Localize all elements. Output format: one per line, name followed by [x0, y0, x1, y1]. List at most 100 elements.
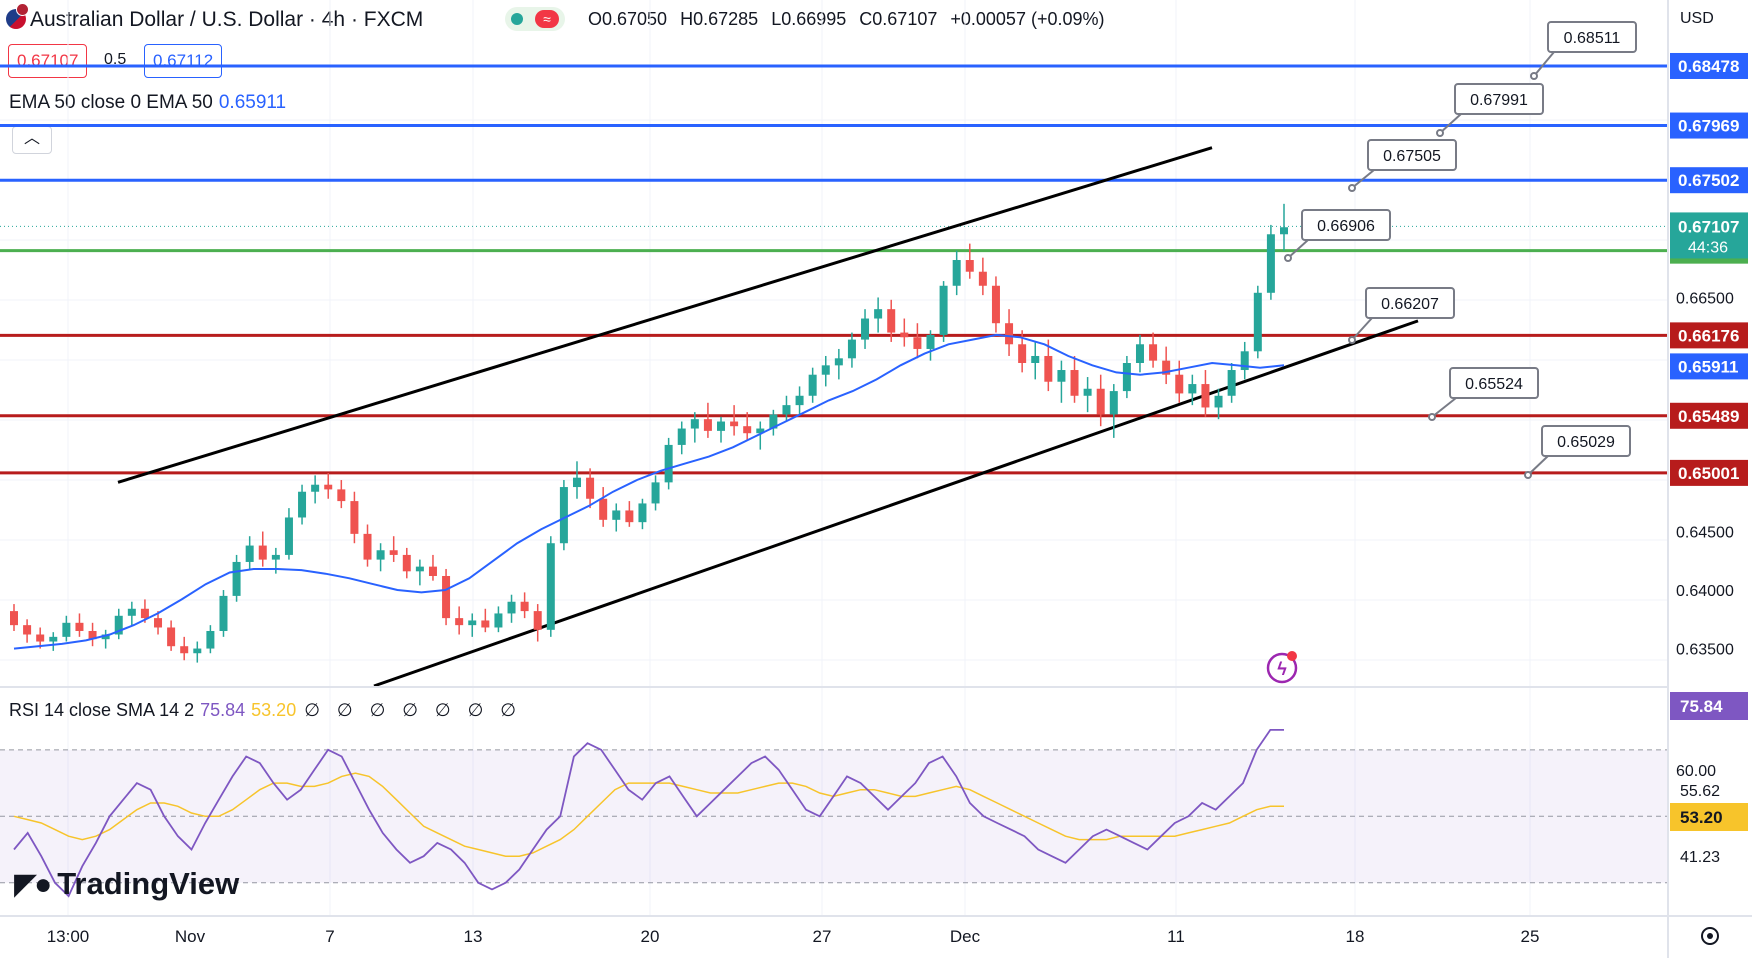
candle-body	[520, 601, 529, 612]
candle-body	[1280, 227, 1288, 235]
callout-anchor	[1348, 336, 1356, 344]
candle-body	[167, 627, 176, 647]
time-tick-label: 27	[813, 927, 832, 946]
candle-body	[219, 595, 228, 631]
candle-body	[258, 545, 267, 560]
candle-body	[193, 648, 202, 654]
ema-path	[13, 333, 1285, 650]
candle-body	[298, 491, 307, 518]
price-tick-label: 0.66500	[1676, 290, 1734, 307]
candle-body	[337, 489, 346, 502]
candle-body	[428, 566, 437, 576]
level-tag: 0.67502	[1678, 171, 1739, 190]
callout-anchor	[1524, 471, 1532, 479]
callout-leader	[1287, 239, 1309, 259]
candle-body	[415, 566, 424, 572]
callout-label: 0.68511	[1564, 30, 1621, 47]
callout-leader	[1351, 317, 1373, 341]
callout-box	[1301, 209, 1391, 241]
candle-body	[1188, 384, 1197, 394]
candle-body	[36, 634, 45, 642]
ema-label: EMA 50 close 0 EMA 50	[9, 92, 213, 113]
callout-anchor	[1428, 413, 1436, 421]
candle-body	[572, 477, 581, 488]
current-price-tag-bg	[1670, 212, 1748, 259]
candle-body	[874, 309, 883, 319]
candle-body	[834, 358, 843, 366]
callout-box	[1454, 83, 1544, 115]
ema-tag: 0.65911	[1678, 357, 1739, 376]
callout-leader	[1439, 113, 1462, 134]
open-value: O0.67050	[588, 9, 668, 29]
candle-body	[1018, 344, 1027, 363]
symbol-title[interactable]: Australian Dollar / U.S. Dollar · 4h · F…	[30, 8, 424, 31]
candle-body	[376, 550, 385, 560]
level-tag-bg	[1670, 402, 1748, 429]
candle-body	[677, 428, 686, 445]
logo-text: TradingView	[57, 866, 240, 901]
ema-line	[13, 333, 1285, 650]
candle-body	[1005, 323, 1014, 345]
candle-body	[114, 615, 123, 635]
candles	[10, 203, 1288, 663]
time-tick-label: 13	[464, 927, 483, 946]
change-value: +0.00057 (+0.09%)	[950, 9, 1105, 29]
candle-body	[127, 608, 136, 616]
time-tick-label: Dec	[950, 927, 981, 946]
callout-anchor	[1284, 254, 1292, 262]
time-tick-label: 20	[641, 927, 660, 946]
channel-upper-line	[117, 146, 1213, 484]
collapse-legend-button[interactable]: ︿	[12, 126, 52, 154]
candle-body	[49, 636, 58, 642]
candle-body	[1083, 388, 1092, 396]
price-axis[interactable]: 0.66500 0.64500 0.64000 0.63500 0.68478 0.679…	[1667, 0, 1748, 958]
candle-body	[10, 611, 18, 626]
currency-selector[interactable]: USD	[1680, 10, 1714, 27]
callout-box	[1449, 367, 1539, 399]
rsi-tag-bg	[1670, 692, 1748, 720]
callout-anchor	[1530, 72, 1538, 80]
candle-body	[62, 622, 71, 637]
callout-anchor	[1348, 184, 1356, 192]
rsi-extra-values: ∅ ∅ ∅ ∅ ∅ ∅ ∅	[304, 700, 522, 720]
rsi-axis-label: 55.62	[1680, 783, 1720, 800]
rsi-legend[interactable]: RSI 14 close SMA 14 2 75.84 53.20 ∅ ∅ ∅ ∅ ∅…	[9, 700, 522, 721]
candle-body	[245, 545, 254, 562]
settings-gear-icon	[1701, 927, 1719, 945]
ema-tag-bg	[1670, 353, 1748, 380]
market-status-pill[interactable]: ≈	[505, 7, 565, 31]
ema-legend[interactable]: EMA 50 close 0 EMA 50 0.65911	[9, 92, 286, 114]
candle-body	[389, 550, 398, 555]
high-value: H0.67285	[680, 9, 759, 29]
time-tick-label: 7	[325, 927, 334, 946]
callout-label: 0.65029	[1557, 434, 1615, 451]
time-axis[interactable]: 13:00 Nov 7 13 20 27 Dec 11 18 25	[0, 915, 1752, 946]
candle-body	[847, 339, 856, 359]
rsi-sma-line	[13, 772, 1284, 857]
candle-body	[612, 510, 621, 520]
chevron-up-icon: ︿	[23, 130, 40, 147]
candle-body	[507, 601, 516, 614]
callout-leader	[1351, 169, 1375, 189]
candle-body	[75, 622, 84, 631]
time-tick-label: Nov	[175, 927, 206, 946]
candle-body	[442, 575, 451, 619]
candle-body	[887, 309, 896, 333]
level-tag: 0.67969	[1678, 117, 1739, 136]
candle-body	[1214, 395, 1223, 408]
callout-box	[1541, 425, 1631, 457]
candle-body	[795, 395, 804, 406]
candle-body	[743, 426, 752, 434]
candle-body	[206, 630, 215, 649]
candle-body	[271, 554, 280, 560]
candle-body	[232, 561, 241, 596]
candle-body	[1227, 370, 1236, 396]
candle-body	[180, 646, 189, 654]
callout-leader	[1533, 51, 1555, 77]
candle-body	[350, 501, 359, 534]
callout-box	[1367, 139, 1457, 171]
chart-decorations: ϟ	[1266, 651, 1298, 684]
tradingview-logo[interactable]: ◤● TradingView	[14, 866, 239, 902]
